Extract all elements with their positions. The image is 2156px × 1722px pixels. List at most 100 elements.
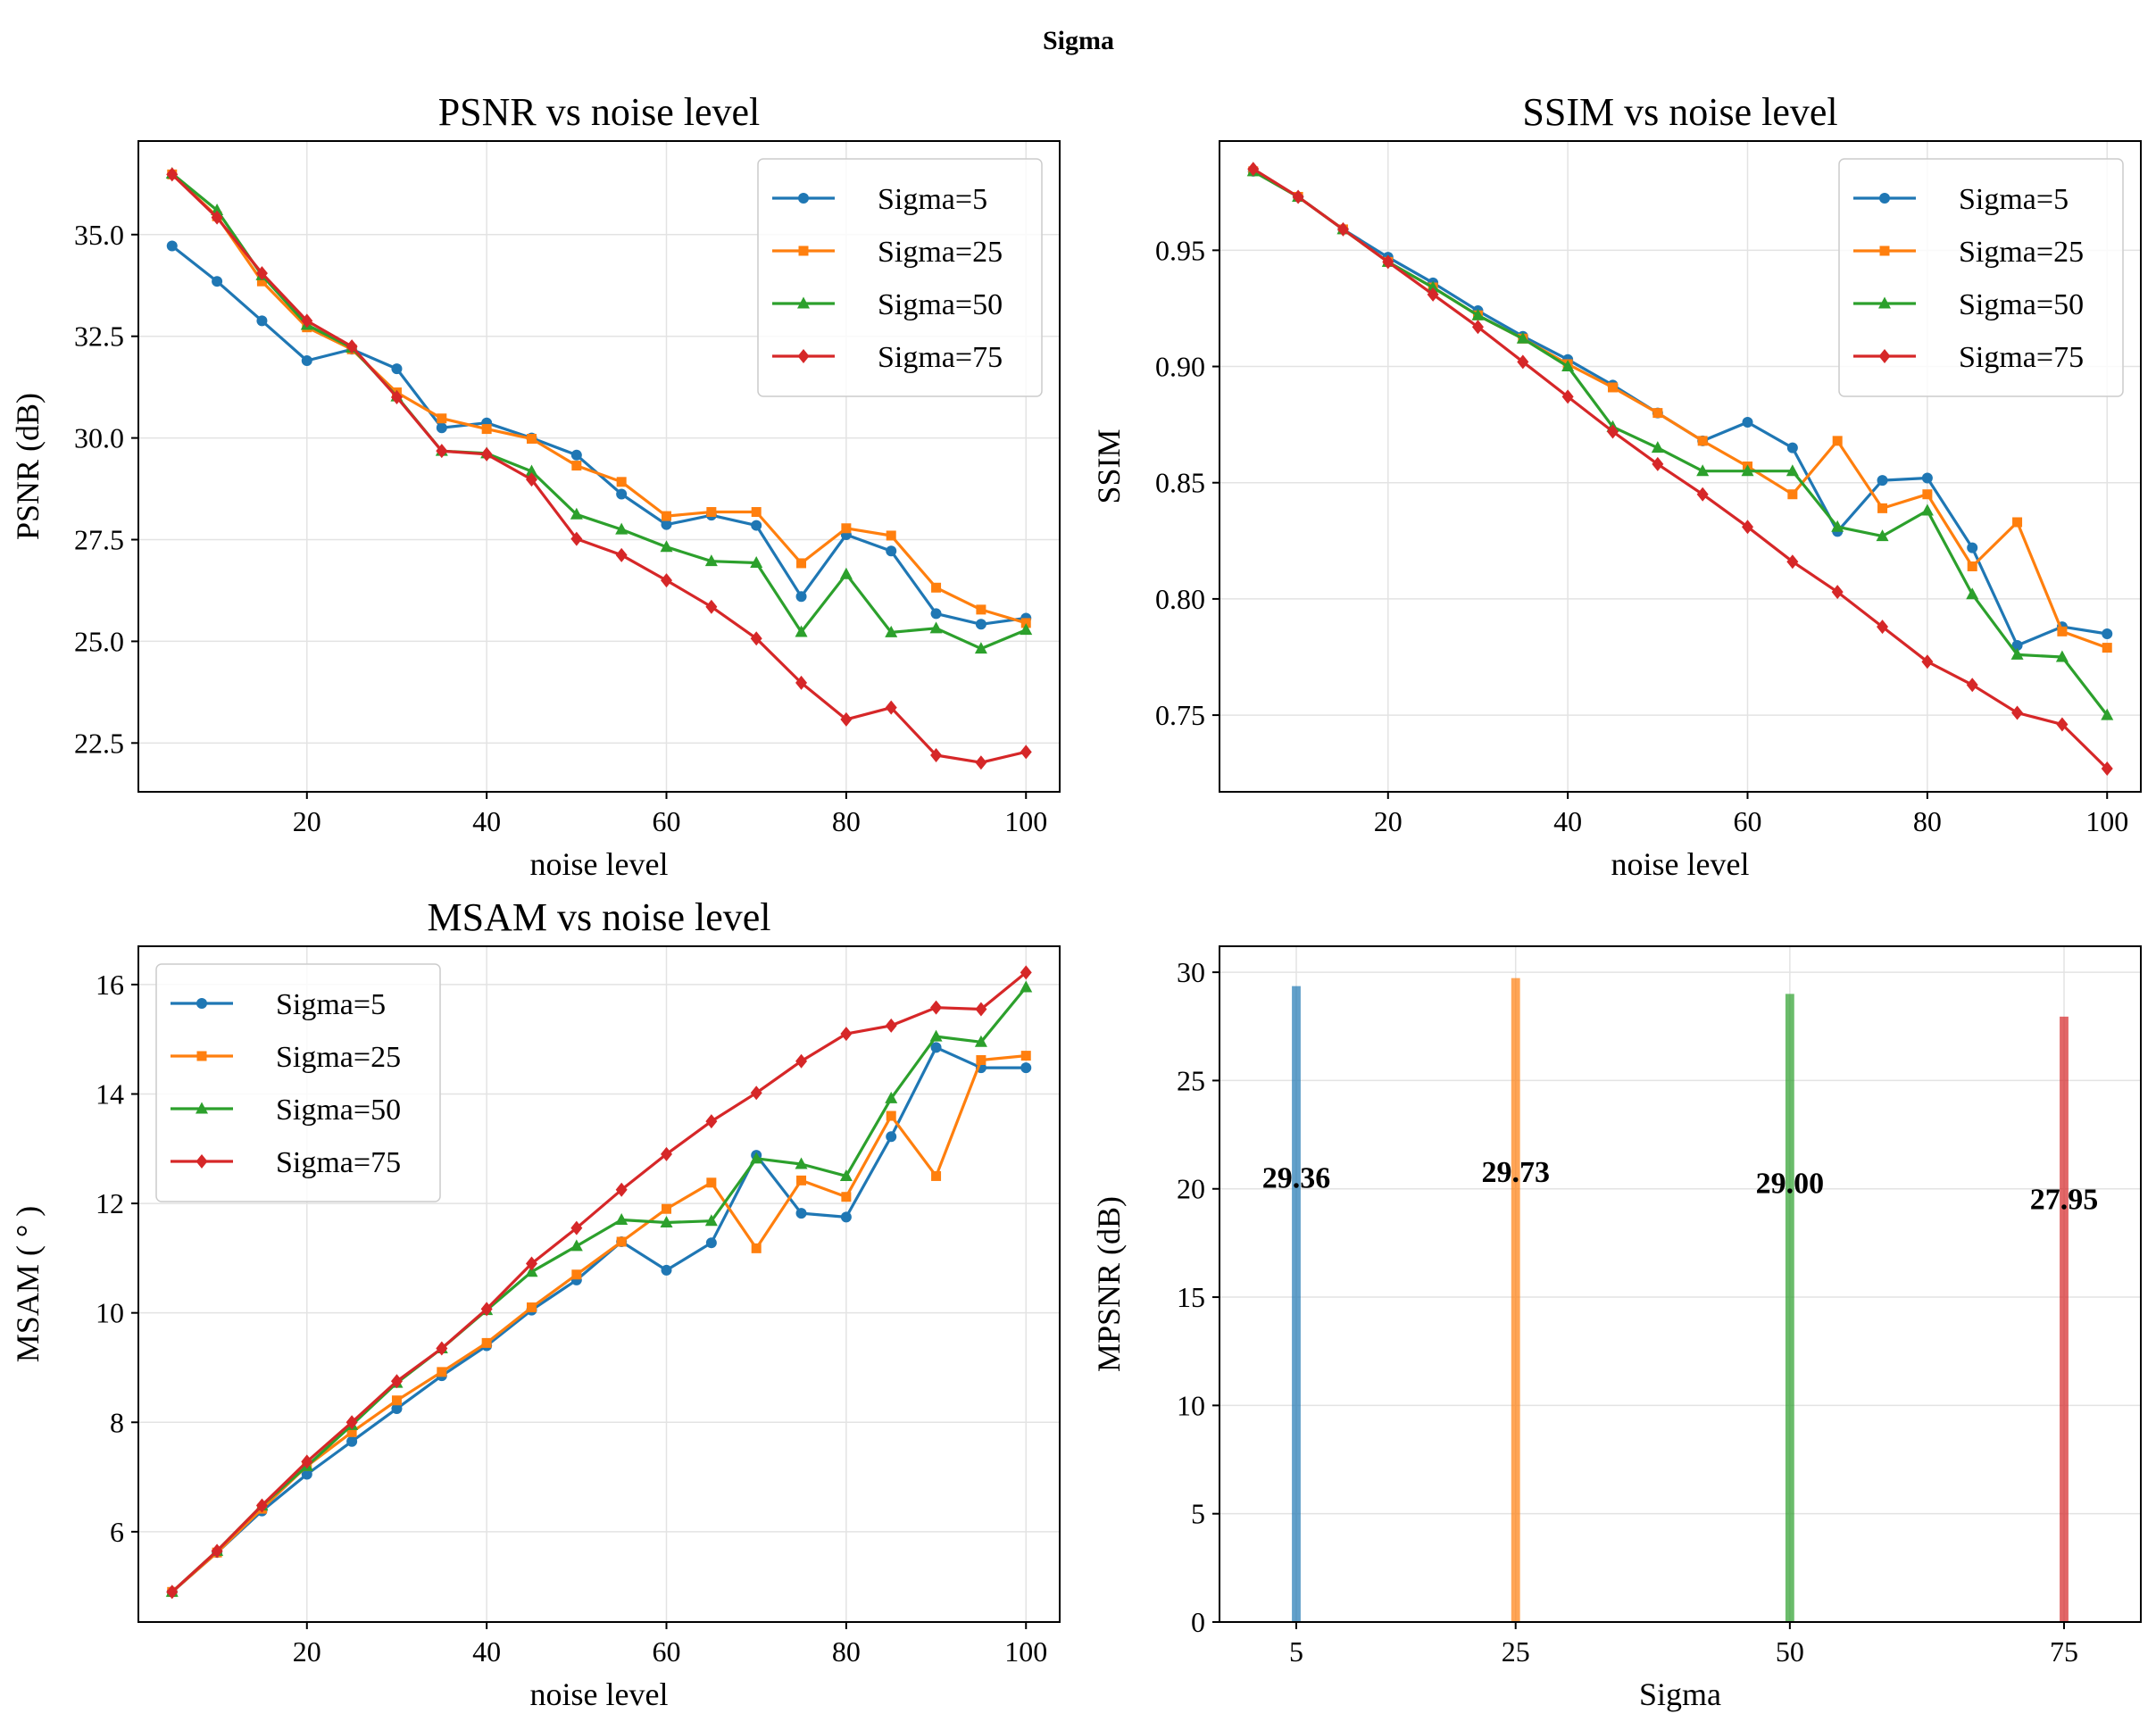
series-line [171, 1045, 1027, 1593]
chart-title: SSIM vs noise level [1522, 90, 1837, 134]
data-point [1922, 489, 1933, 500]
data-point [1967, 542, 1978, 553]
x-tick-label: 60 [653, 1635, 681, 1668]
data-point [436, 444, 448, 459]
data-point [346, 1427, 357, 1437]
data-point [661, 1264, 672, 1276]
data-point [525, 464, 538, 477]
data-point [1336, 221, 1349, 237]
legend-marker [798, 193, 809, 204]
data-point [2102, 628, 2113, 639]
data-point [706, 1177, 717, 1188]
data-point [615, 547, 628, 562]
data-point [930, 608, 942, 620]
legend-item: Sigma=25 [772, 236, 1003, 269]
data-point [660, 540, 673, 553]
data-point [166, 240, 178, 252]
data-point [795, 591, 807, 603]
y-tick-label: 0.85 [1155, 467, 1205, 499]
data-point [301, 1454, 313, 1469]
legend-item: Sigma=5 [171, 988, 386, 1021]
data-point [1652, 408, 1663, 419]
chart-panels: 20 40 60 80 10022.525.027.530.032.535.0noise… [10, 90, 2142, 1712]
data-point [930, 1000, 943, 1015]
y-tick-label: 25.0 [74, 625, 124, 657]
data-point [481, 424, 492, 435]
x-tick-label: 20 [293, 805, 321, 837]
y-tick-label: 10 [1177, 1389, 1205, 1421]
data-point [704, 554, 718, 567]
data-point [345, 339, 358, 354]
series-line [1252, 167, 2109, 770]
data-point [526, 434, 537, 445]
data-point [1382, 254, 1394, 270]
x-axis-label: noise level [530, 1676, 669, 1712]
mpsnr-panel: 5 25 50 75 0 5 10 15 20 25 30 Sigma MPSNR (dB) 29.36 2… [1091, 945, 2142, 1712]
data-point [885, 625, 898, 637]
series-line [171, 172, 1027, 651]
legend-marker [196, 1102, 208, 1114]
figure-suptitle: Sigma [1043, 26, 1114, 55]
data-point [704, 1214, 718, 1227]
data-point [211, 1543, 223, 1559]
data-point [480, 446, 493, 462]
data-point [796, 558, 807, 569]
data-point [705, 599, 718, 614]
data-point [840, 711, 853, 727]
data-point [795, 1208, 807, 1219]
data-point [1292, 189, 1304, 204]
data-point [301, 1468, 312, 1480]
data-point [480, 1302, 493, 1317]
data-point [706, 507, 717, 518]
data-point [705, 1114, 718, 1129]
data-point [886, 1131, 897, 1143]
bar-value-label: 29.36 [1262, 1161, 1331, 1194]
x-tick-label: 60 [653, 805, 681, 837]
y-axis-label: SSIM [1091, 428, 1127, 503]
data-point [885, 1091, 898, 1103]
axes-frame [137, 140, 1061, 793]
data-point [751, 520, 762, 531]
data-point [930, 747, 943, 762]
data-point [525, 472, 537, 487]
psnr-panel: 20 40 60 80 100 22.5 25.0 27.5 30.0 32.5 35.0 noise… [10, 90, 1061, 882]
y-tick-label: 0.95 [1155, 234, 1205, 266]
bar-value-label: 29.00 [1756, 1167, 1825, 1200]
chart-title: MSAM vs noise level [428, 895, 771, 939]
data-point [2055, 650, 2069, 662]
data-point [301, 355, 312, 367]
data-point [570, 1220, 583, 1235]
data-point [1831, 585, 1844, 600]
x-tick-label: 75 [2050, 1635, 2078, 1668]
ssim-panel: 20 40 60 80 100 0.75 0.80 0.85 0.90 0.95 noise lev… [1091, 90, 2142, 882]
data-point [1696, 464, 1710, 477]
y-tick-label: 6 [110, 1516, 124, 1548]
legend-item: Sigma=25 [171, 1041, 401, 1074]
axes-frame [1219, 945, 2142, 1623]
data-point [976, 604, 986, 615]
data-point [211, 210, 223, 225]
y-tick-label: 35.0 [74, 219, 124, 251]
data-point [2012, 517, 2023, 528]
data-point [1471, 308, 1485, 320]
x-axis-label: noise level [1611, 846, 1750, 882]
data-point [705, 1237, 717, 1249]
data-point [974, 642, 987, 654]
data-point [1696, 487, 1709, 502]
data-point [211, 203, 224, 215]
chart-title: PSNR vs noise level [438, 90, 761, 134]
data-point [795, 1053, 808, 1069]
y-tick-label: 8 [110, 1406, 124, 1438]
bar-value-label: 27.95 [2030, 1183, 2099, 1216]
data-point [1516, 331, 1529, 344]
data-point [166, 167, 179, 182]
data-point [212, 276, 223, 287]
data-point [1966, 678, 1978, 693]
data-point [886, 1111, 896, 1121]
data-point [525, 1256, 537, 1271]
data-point [391, 1395, 402, 1406]
data-point [974, 1035, 987, 1047]
data-point [2011, 639, 2023, 651]
x-tick-label: 20 [1374, 805, 1403, 837]
x-tick-label: 80 [832, 1635, 861, 1668]
